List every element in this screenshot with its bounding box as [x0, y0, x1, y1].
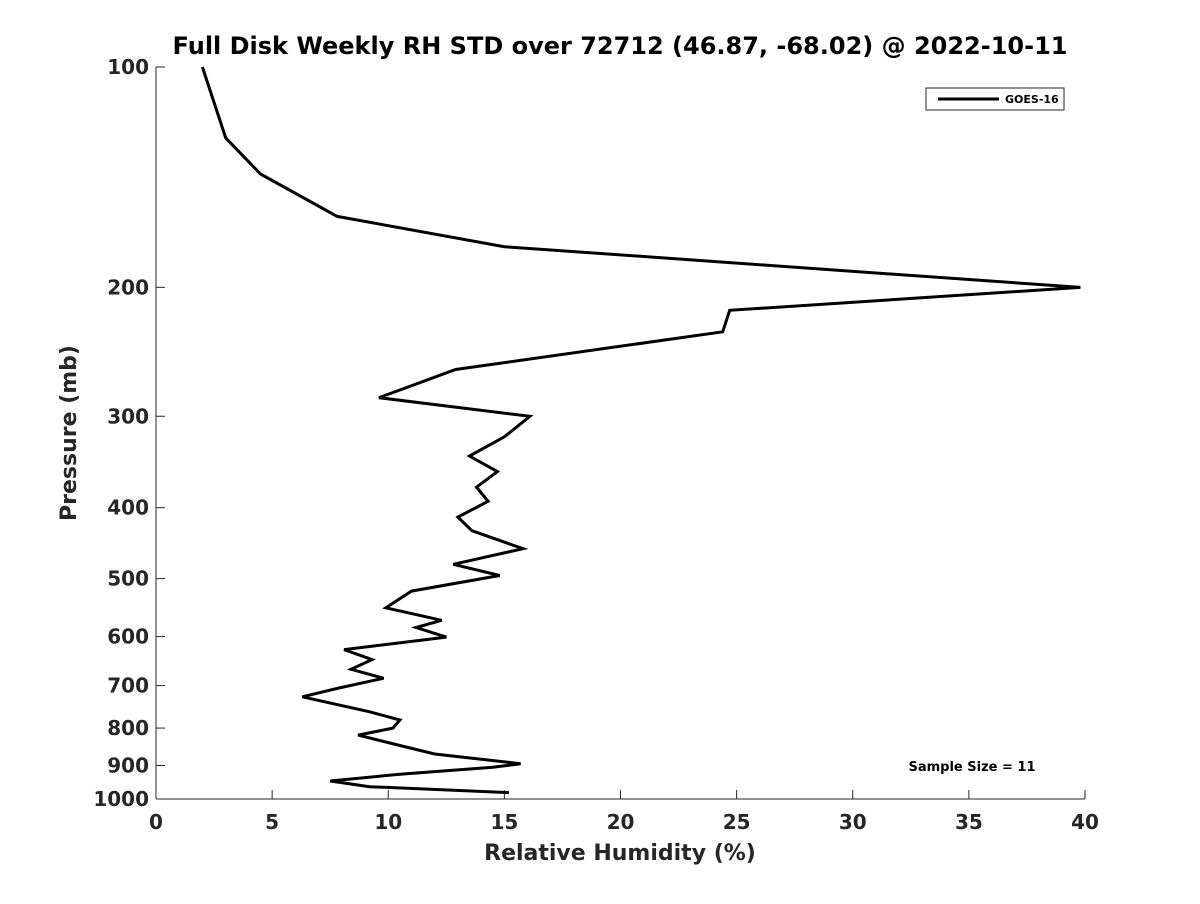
y-tick-label: 400 — [107, 496, 149, 520]
y-tick-label: 200 — [107, 275, 149, 299]
legend: GOES-16 — [925, 87, 1065, 111]
y-axis-label: Pressure (mb) — [57, 345, 82, 521]
x-tick-label: 40 — [1071, 810, 1099, 834]
x-tick-label: 20 — [607, 810, 635, 834]
y-tick-label: 100 — [107, 55, 149, 79]
x-tick-label: 35 — [955, 810, 983, 834]
y-tick-label: 500 — [107, 567, 149, 591]
chart-title: Full Disk Weekly RH STD over 72712 (46.8… — [173, 32, 1068, 60]
x-axis-label: Relative Humidity (%) — [484, 841, 756, 866]
y-axis-ticks: 100 200 300 400 500 600 700 800 900 1000 — [93, 55, 165, 811]
plot-area — [156, 67, 1085, 799]
legend-label-goes-16: GOES-16 — [1005, 93, 1059, 106]
y-tick-label: 1000 — [93, 787, 149, 811]
y-tick-label: 300 — [107, 404, 149, 428]
x-tick-label: 15 — [490, 810, 518, 834]
x-tick-label: 30 — [839, 810, 867, 834]
series-line-goes-16 — [200, 66, 1081, 795]
sample-size-annotation: Sample Size = 11 — [908, 760, 1035, 775]
y-tick-label: 800 — [107, 716, 149, 740]
x-tick-label: 25 — [723, 810, 751, 834]
x-tick-label: 0 — [149, 810, 163, 834]
x-tick-label: 10 — [374, 810, 402, 834]
y-tick-label: 900 — [107, 754, 149, 778]
y-tick-label: 600 — [107, 625, 149, 649]
x-tick-label: 5 — [265, 810, 279, 834]
x-axis-ticks: 0 5 10 15 20 25 30 35 40 — [149, 790, 1099, 834]
y-tick-label: 700 — [107, 674, 149, 698]
